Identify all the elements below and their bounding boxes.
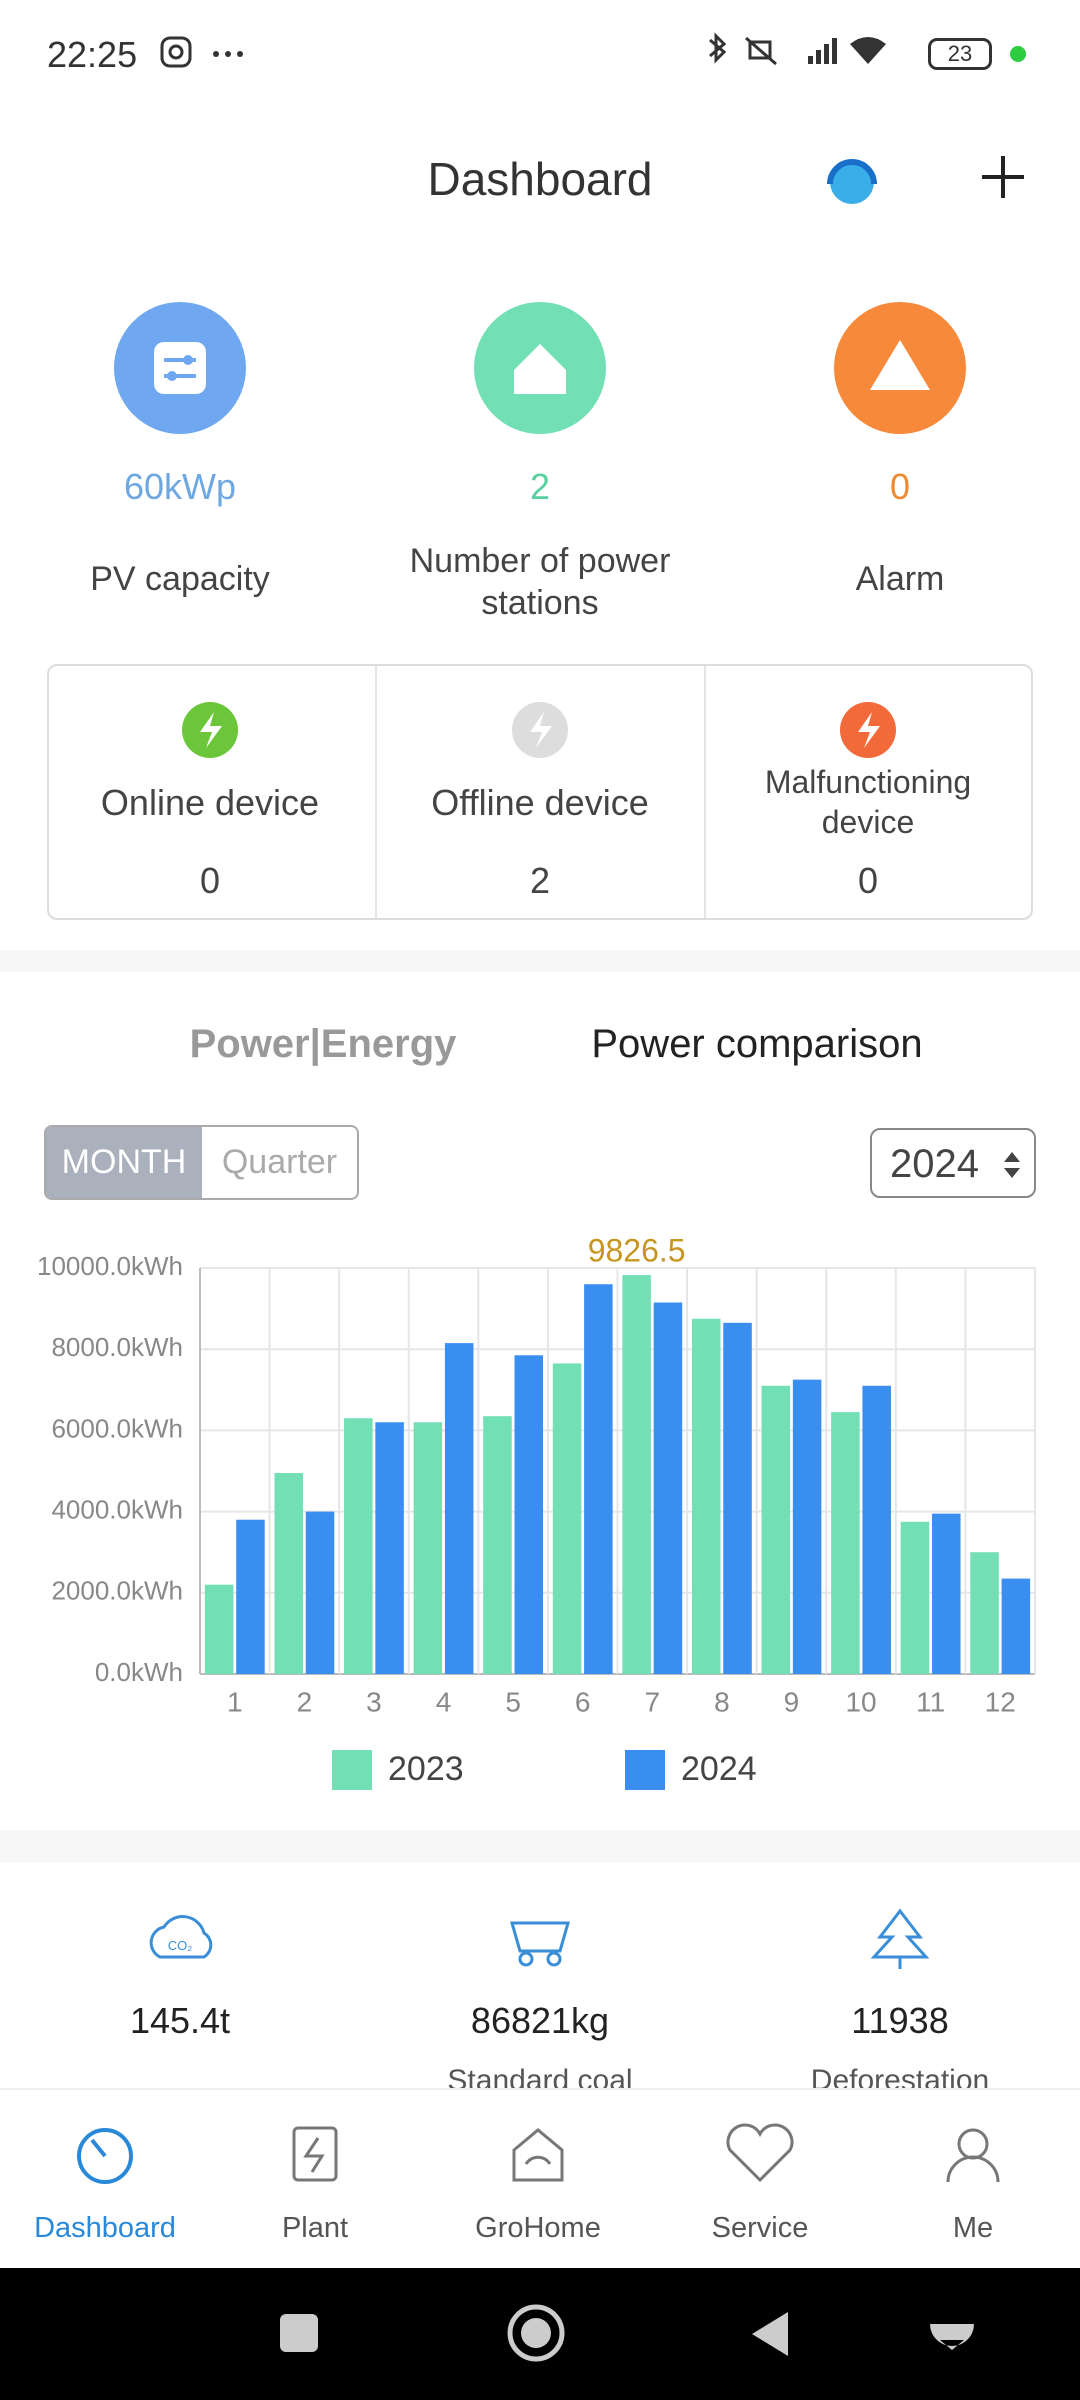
toggle-month[interactable]: MONTH <box>46 1127 202 1198</box>
x-tick-label: 7 <box>645 1686 661 1717</box>
bar <box>831 1412 860 1674</box>
legend-label: 2024 <box>681 1750 757 1788</box>
device-label: Online device <box>100 782 320 823</box>
legend-label: 2023 <box>388 1750 464 1788</box>
status-right-icons <box>709 32 886 66</box>
x-tick-label: 3 <box>366 1686 382 1717</box>
bar <box>344 1418 373 1674</box>
nav-item[interactable]: GroHome <box>475 2212 601 2244</box>
status-time: 22:25 <box>47 34 138 75</box>
device-label: Malfunctioning device <box>764 764 972 840</box>
svg-text:CO₂: CO₂ <box>168 1938 193 1953</box>
bar <box>723 1322 752 1674</box>
device-value: 0 <box>199 860 221 901</box>
bar <box>444 1343 474 1674</box>
x-tick-label: 11 <box>916 1686 945 1717</box>
nav-item[interactable]: Service <box>711 2212 809 2244</box>
bar <box>584 1284 613 1674</box>
divider <box>704 666 706 918</box>
nav-item[interactable]: Me <box>952 2212 994 2244</box>
nav-icons <box>77 2123 1000 2184</box>
summary-icons <box>114 302 966 434</box>
x-tick-label: 6 <box>575 1686 591 1717</box>
impact-value: 86821kg <box>470 2000 610 2041</box>
status-icons <box>160 36 243 68</box>
bar <box>514 1355 544 1674</box>
divider <box>375 666 377 918</box>
bar <box>761 1385 791 1674</box>
impact-value: 11938 <box>851 2000 949 2041</box>
bar <box>1001 1578 1031 1674</box>
alarm-value: 0 <box>889 466 911 507</box>
dot <box>1010 46 1026 62</box>
legend-swatch <box>625 1750 665 1790</box>
toggle-quarter[interactable]: Quarter <box>221 1143 338 1181</box>
bar <box>236 1519 265 1674</box>
system-buttons[interactable] <box>0 2268 1080 2400</box>
device-value: 0 <box>857 860 879 901</box>
pv-value: 60kWp <box>123 466 237 507</box>
bar <box>274 1473 303 1674</box>
stations-value: 2 <box>529 466 551 507</box>
header-title: Dashboard <box>427 153 653 205</box>
bar <box>552 1363 582 1674</box>
nav-item[interactable]: Plant <box>281 2212 349 2244</box>
bar <box>691 1318 721 1674</box>
bar <box>375 1422 404 1674</box>
x-tick-label: 12 <box>985 1686 1016 1717</box>
x-tick-label: 10 <box>845 1686 876 1717</box>
chart: 0.0kWh 2000.0kWh 4000.0kWh 6000.0kWh 8000.0k… <box>37 1232 1036 1790</box>
bar <box>970 1552 999 1674</box>
alarm-label: Alarm <box>855 560 945 598</box>
bar <box>792 1379 822 1674</box>
y-tick-label: 10000.0kWh <box>37 1251 183 1281</box>
battery: 23 <box>928 38 992 70</box>
bar <box>653 1302 683 1674</box>
separator <box>0 1830 1080 1862</box>
device-icons <box>182 702 896 758</box>
bar <box>862 1385 891 1674</box>
bar <box>204 1584 234 1674</box>
data-label: 9826.5 <box>588 1232 686 1268</box>
nav-bar: Dashboard Plant GroHome Service Me <box>0 2088 1080 2268</box>
add-button[interactable] <box>978 152 1028 202</box>
x-tick-label: 5 <box>505 1686 521 1717</box>
y-tick-label: 2000.0kWh <box>51 1576 183 1606</box>
year-select[interactable]: 2024 <box>870 1128 1036 1198</box>
y-tick-label: 8000.0kWh <box>51 1332 183 1362</box>
impact-icons: CO₂ <box>149 1908 930 1969</box>
x-tick-label: 9 <box>784 1686 800 1717</box>
bar <box>900 1521 930 1674</box>
x-tick-label: 8 <box>714 1686 730 1717</box>
pv-label: PV capacity <box>90 560 270 598</box>
device-box <box>47 664 1033 920</box>
legend-swatch <box>332 1750 372 1790</box>
x-tick-label: 4 <box>436 1686 452 1717</box>
impact-value: 145.4t <box>129 2000 231 2041</box>
x-tick-label: 1 <box>227 1686 243 1717</box>
y-tick-label: 4000.0kWh <box>51 1494 183 1524</box>
year-value: 2024 <box>890 1142 979 1186</box>
x-tick-label: 2 <box>297 1686 313 1717</box>
tab[interactable]: Power|Energy <box>189 1022 457 1066</box>
stations-label: Number of power stations <box>409 542 671 622</box>
system-nav <box>0 2268 1080 2400</box>
y-tick-label: 0.0kWh <box>95 1657 183 1687</box>
bar <box>622 1275 651 1674</box>
device-value: 2 <box>529 860 551 901</box>
bar <box>413 1422 443 1674</box>
bar <box>483 1416 512 1674</box>
support-icon[interactable] <box>822 152 882 212</box>
bar <box>932 1513 961 1674</box>
select-arrows <box>1004 1152 1020 1178</box>
separator <box>0 950 1080 972</box>
device-label: Offline device <box>431 782 649 823</box>
nav-item[interactable]: Dashboard <box>34 2212 176 2244</box>
tab-active[interactable]: Power comparison <box>591 1022 923 1066</box>
period-toggle: MONTH Quarter <box>44 1125 359 1200</box>
y-tick-label: 6000.0kWh <box>51 1413 183 1443</box>
bar <box>305 1511 335 1674</box>
